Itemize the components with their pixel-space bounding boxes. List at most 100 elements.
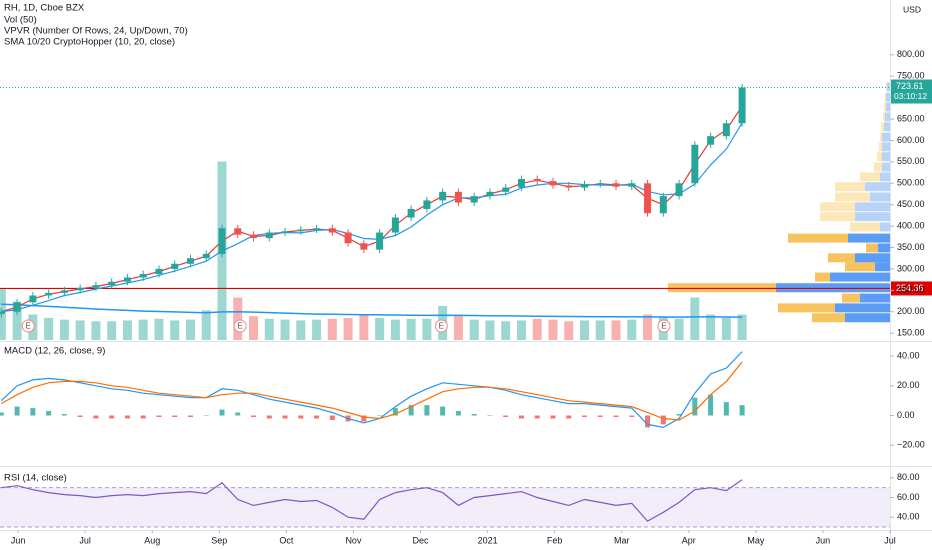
profile-up [887, 82, 890, 92]
x-tick-label: Feb [547, 535, 563, 545]
x-tick-label: Sep [211, 535, 227, 545]
macd-histogram-bar [109, 415, 115, 419]
macd-histogram-bar [723, 402, 729, 416]
x-tick-label: May [747, 535, 765, 545]
candle-body [313, 228, 321, 230]
indicator-label: SMA 10/20 CryptoHopper (10, 20, close) [4, 37, 175, 48]
candle-body [470, 196, 478, 203]
profile-up [886, 92, 890, 102]
earnings-marker [657, 319, 671, 333]
macd-line [0, 351, 743, 429]
macd-histogram-bar [676, 414, 682, 416]
panel-title: MACD (12, 26, close, 9) [4, 346, 105, 357]
volume-bar [643, 314, 653, 340]
x-tick-label: Mar [614, 535, 630, 545]
y-tick-label: 600.00 [897, 135, 925, 145]
macd-histogram-bar [156, 415, 162, 417]
earnings-label: E [25, 322, 30, 331]
macd-histogram-bar [282, 415, 288, 419]
profile-down [881, 122, 884, 132]
candle-body [265, 232, 273, 239]
rsi-line [1, 479, 743, 522]
candle-body [644, 183, 652, 214]
volume-bar [280, 319, 290, 340]
profile-down [886, 82, 887, 92]
profile-down [815, 272, 830, 282]
candle-body [628, 183, 636, 187]
y-tick-label: 350.00 [897, 242, 925, 252]
macd-histogram-bar [61, 414, 67, 416]
candle-body [533, 178, 541, 182]
profile-down [835, 182, 865, 192]
profile-down [778, 303, 835, 313]
macd-histogram-bar [140, 415, 146, 419]
macd-histogram-bar [392, 408, 398, 416]
profile-down [828, 253, 855, 263]
volume-bar [674, 318, 684, 340]
candle-body [581, 184, 589, 188]
candle-body [439, 191, 447, 201]
indicator-label: VPVR (Number Of Rows, 24, Up/Down, 70) [4, 26, 188, 37]
earnings-marker [233, 319, 247, 333]
volume-bar [359, 314, 369, 340]
profile-up [776, 283, 890, 293]
profile-down [860, 172, 880, 182]
macd-histogram-bar [503, 415, 509, 417]
volume-bar [721, 317, 731, 340]
macd-histogram-bar [597, 415, 603, 417]
macd-histogram-bar [613, 415, 619, 417]
last-price-box [891, 79, 932, 104]
candle-body [123, 277, 131, 282]
candle-body [391, 217, 399, 233]
y-tick-label: 400.00 [897, 220, 925, 230]
y-tick-label: −20.00 [897, 440, 925, 450]
volume-bar [122, 320, 132, 340]
profile-down [845, 262, 875, 272]
countdown-label: 03:10:12 [894, 91, 927, 101]
y-tick-label: 40.00 [897, 512, 920, 522]
y-tick-label: 450.00 [897, 199, 925, 209]
volume-bar [595, 320, 605, 340]
macd-histogram-bar [518, 415, 524, 419]
profile-up [882, 132, 890, 142]
candle-body [186, 258, 194, 264]
candle-body [76, 287, 84, 291]
macd-histogram-bar [77, 415, 83, 417]
candle-body [502, 187, 510, 192]
volume-bar [406, 318, 416, 340]
candle-body [691, 144, 699, 184]
profile-down [820, 212, 855, 222]
volume-bar [185, 319, 195, 340]
profile-up [845, 313, 890, 323]
profile-down [812, 313, 845, 323]
y-tick-label: 500.00 [897, 178, 925, 188]
candle-body [707, 136, 715, 145]
candle-body [139, 274, 147, 278]
candle-body [171, 263, 179, 269]
volume-bar [0, 289, 6, 340]
macd-histogram-bar [30, 408, 36, 416]
macd-histogram-bar [266, 415, 272, 419]
candle-body [45, 292, 53, 296]
level-label: 254.36 [896, 283, 924, 293]
candle-body [344, 232, 352, 244]
profile-down [850, 222, 880, 232]
profile-down [874, 162, 882, 172]
profile-up [885, 112, 890, 122]
candle-body [29, 295, 37, 303]
macd-histogram-bar [298, 415, 304, 419]
profile-up [855, 202, 890, 212]
profile-up [882, 142, 890, 152]
macd-histogram-bar [46, 411, 52, 416]
volume-bar [690, 297, 700, 340]
x-tick-label: Jul [884, 535, 896, 545]
profile-down [883, 112, 885, 122]
y-tick-label: 60.00 [897, 492, 920, 502]
macd-histogram-bar [455, 411, 461, 416]
candle-body [155, 268, 163, 275]
volume-bar [201, 310, 211, 340]
profile-down [866, 243, 878, 253]
profile-up [870, 192, 890, 202]
y-tick-label: 40.00 [897, 350, 920, 360]
